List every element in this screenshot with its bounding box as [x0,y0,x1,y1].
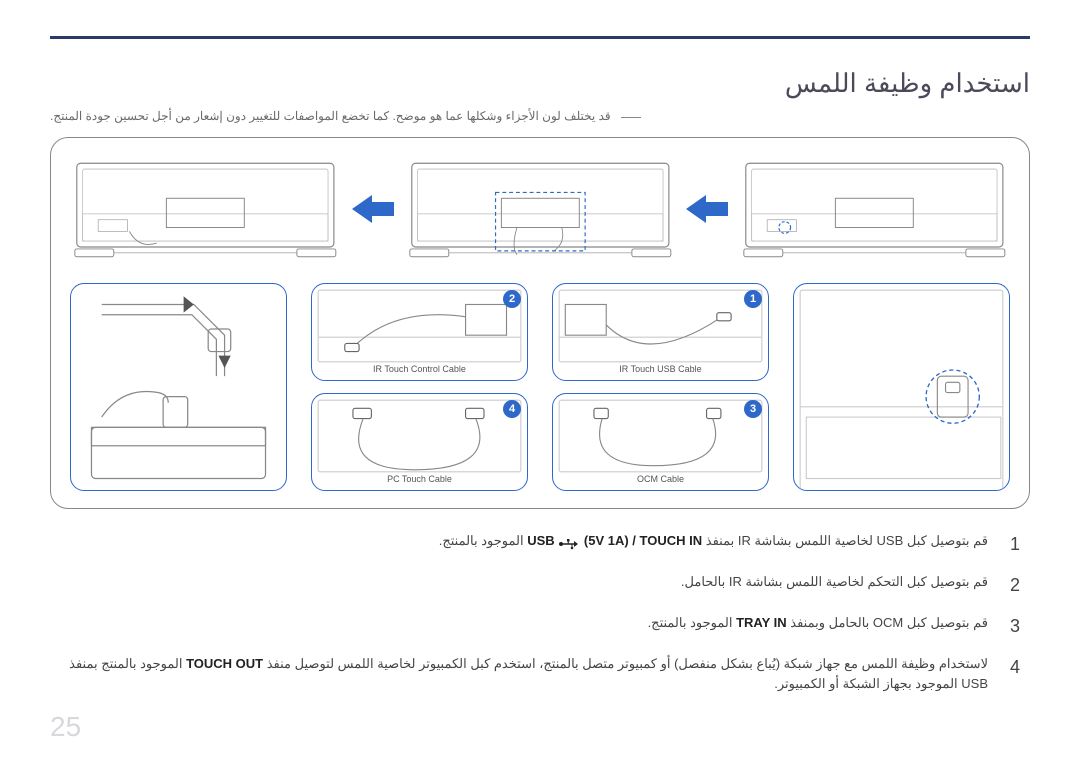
step-number: 3 [1006,613,1024,640]
note-row: قد يختلف لون الأجزاء وشكلها عما هو موضح.… [50,109,1030,123]
badge-number: 1 [744,290,762,308]
hinge-illustration [71,284,286,491]
panel-caption: OCM Cable [553,474,768,484]
step-item: 1 قم بتوصيل كبل USB لخاصية اللمس بشاشة I… [56,531,1024,558]
step-item: 4 لاستخدام وظيفة اللمس مع جهاز شبكة (يُب… [56,654,1024,693]
step-text: قم بتوصيل كبل OCM بالحامل وبمنفذ TRAY IN… [648,613,988,640]
note-dash-icon [621,117,641,118]
badge-number: 2 [503,290,521,308]
port-illustration [794,284,1009,491]
detail-ir-usb: 1 IR Touch USB Cable [551,282,770,382]
step-number: 2 [1006,572,1024,599]
page-title: استخدام وظيفة اللمس [50,68,1030,99]
panel-caption: PC Touch Cable [312,474,527,484]
tv-panel-2 [404,154,677,264]
bold-term: TRAY IN [736,615,787,630]
badge-number: 3 [744,400,762,418]
diagram-row-1 [69,154,1011,264]
step-item: 3 قم بتوصيل كبل OCM بالحامل وبمنفذ TRAY … [56,613,1024,640]
tv-back-illustration [69,154,342,264]
usb-icon [558,536,580,548]
top-rule [50,36,1030,39]
bold-term: USB [527,533,558,548]
document-page: استخدام وظيفة اللمس قد يختلف لون الأجزاء… [0,0,1080,763]
detail-pc-touch: 4 PC Touch Cable [310,392,529,492]
bold-term: (5V 1A) / TOUCH IN [580,533,702,548]
arrow-left-icon [686,192,728,226]
detail-ir-control: 2 IR Touch Control Cable [310,282,529,382]
panel-caption: IR Touch Control Cable [312,364,527,374]
diagram-frame: 2 IR Touch Control Cable [50,137,1030,509]
step-text: قم بتوصيل كبل USB لخاصية اللمس بشاشة IR … [439,531,988,558]
tv-panel-1 [738,154,1011,264]
panel-caption: IR Touch USB Cable [553,364,768,374]
arrow-left-icon [352,192,394,226]
step-number: 4 [1006,654,1024,693]
bold-term: TOUCH OUT [186,656,263,671]
detail-hinge [69,282,288,492]
tv-panel-3 [69,154,342,264]
note-text: قد يختلف لون الأجزاء وشكلها عما هو موضح.… [50,109,611,123]
step-number: 1 [1006,531,1024,558]
badge-number: 4 [503,400,521,418]
detail-port [792,282,1011,492]
steps-list: 1 قم بتوصيل كبل USB لخاصية اللمس بشاشة I… [50,531,1030,693]
diagram-row-2: 2 IR Touch Control Cable [69,282,1011,492]
tv-back-illustration [738,154,1011,264]
step-text: لاستخدام وظيفة اللمس مع جهاز شبكة (يُباع… [56,654,988,693]
detail-ocm: 3 OCM Cable [551,392,770,492]
step-text: قم بتوصيل كبل التحكم لخاصية اللمس بشاشة … [681,572,988,599]
page-number: 25 [50,711,81,743]
step-item: 2 قم بتوصيل كبل التحكم لخاصية اللمس بشاش… [56,572,1024,599]
tv-back-illustration-highlight [404,154,677,264]
